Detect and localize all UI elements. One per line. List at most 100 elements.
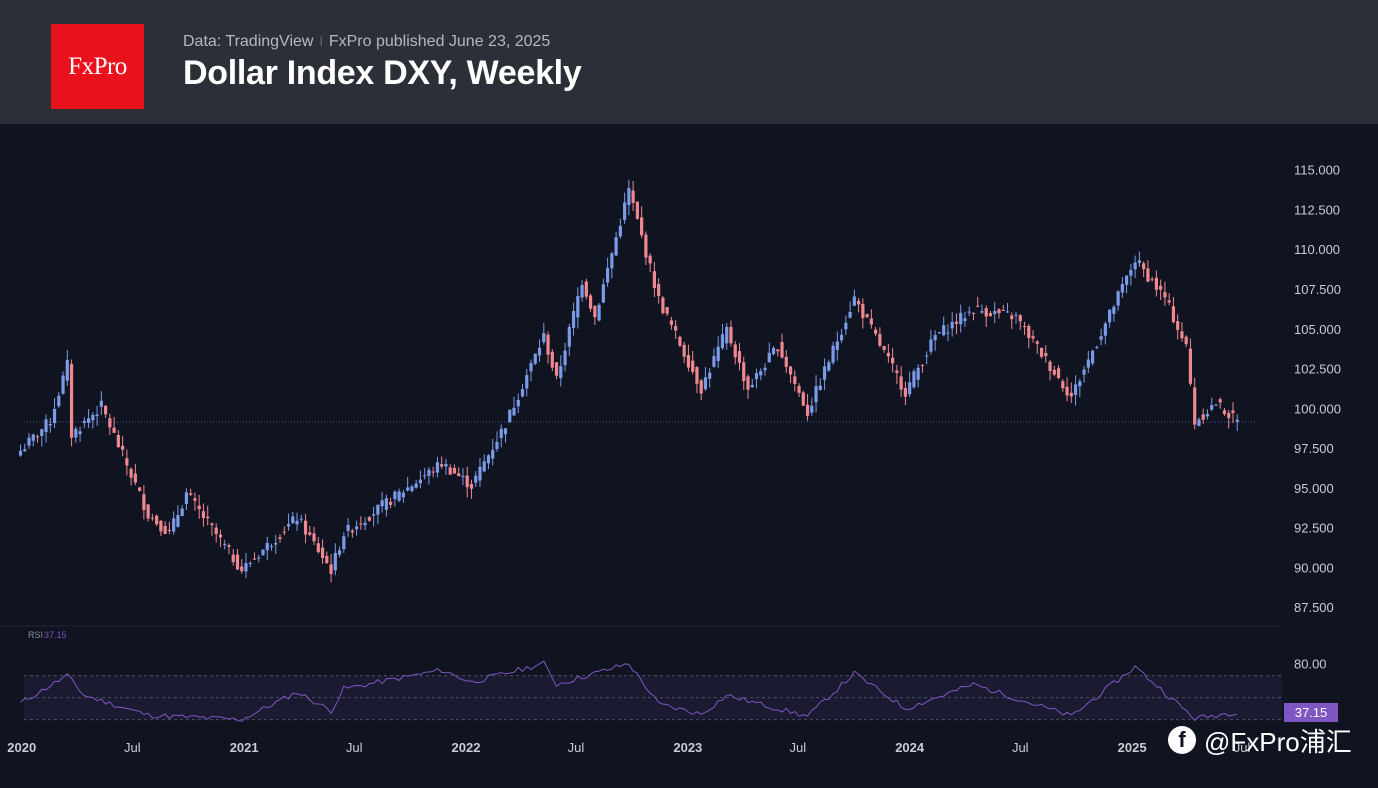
candle <box>716 336 720 369</box>
candle-body <box>155 515 159 525</box>
candle <box>159 519 163 536</box>
candle-body <box>40 429 44 436</box>
candle <box>320 539 325 564</box>
candle <box>712 348 716 368</box>
candle-body <box>363 522 367 526</box>
candle-body <box>44 419 48 433</box>
candle-body <box>848 311 852 318</box>
candle <box>699 379 703 401</box>
candle-body <box>780 342 784 358</box>
price-tick-label: 110.000 <box>1294 242 1340 257</box>
candle-body <box>525 375 529 389</box>
candle-body <box>661 297 665 314</box>
candle-body <box>180 508 184 516</box>
candle <box>184 488 189 511</box>
candle-body <box>822 366 827 380</box>
candle <box>640 206 644 239</box>
candle-body <box>227 545 231 547</box>
candle <box>771 346 776 356</box>
candle-body <box>397 491 401 501</box>
candle <box>618 218 622 239</box>
candle-body <box>184 492 189 505</box>
candle-body <box>1014 314 1018 316</box>
candle-body <box>733 344 737 358</box>
candle <box>750 378 754 389</box>
candle <box>1010 312 1014 329</box>
candle <box>372 506 376 527</box>
candle-body <box>1035 341 1039 344</box>
candle <box>767 342 771 363</box>
candle <box>686 344 691 372</box>
candle-body <box>627 187 631 206</box>
price-chart: RSI 37.15 115.000112.500110.000107.500105… <box>0 124 1378 788</box>
candle <box>478 457 482 487</box>
candle <box>1137 251 1141 268</box>
candle <box>427 466 431 485</box>
candle-body <box>708 372 712 379</box>
candle-body <box>423 475 427 477</box>
candle <box>359 516 363 530</box>
candle-body <box>533 353 537 364</box>
candle <box>248 561 252 568</box>
candle <box>452 464 457 474</box>
candle-body <box>1022 326 1027 328</box>
candle-body <box>35 436 40 438</box>
candle-body <box>720 334 725 348</box>
candle-body <box>920 364 925 366</box>
candle <box>1073 375 1078 406</box>
candle <box>1133 255 1137 278</box>
candle <box>95 405 99 426</box>
candle-body <box>444 463 448 467</box>
candle <box>657 278 661 304</box>
candle-body <box>486 455 491 464</box>
candle <box>172 511 176 535</box>
candle-body <box>588 295 593 309</box>
candle-body <box>1188 348 1193 384</box>
candle <box>23 443 27 452</box>
candle <box>1116 290 1120 311</box>
candle-body <box>925 355 929 357</box>
candle <box>903 381 908 406</box>
candle <box>805 394 810 421</box>
candle-body <box>754 373 759 380</box>
candle <box>563 342 567 372</box>
candle-body <box>678 336 682 346</box>
candle <box>529 359 533 382</box>
candle-body <box>869 318 873 325</box>
candle-body <box>691 360 695 372</box>
candle-body <box>1231 410 1235 413</box>
candle <box>218 529 223 548</box>
candle-body <box>827 362 831 371</box>
candle-body <box>31 434 35 441</box>
candle <box>444 458 448 475</box>
candle-body <box>963 318 967 321</box>
candle <box>1022 321 1027 335</box>
candle-body <box>648 255 652 264</box>
candle-body <box>865 314 869 318</box>
candle <box>848 301 852 319</box>
candle-body <box>993 311 997 315</box>
candle <box>835 331 839 361</box>
candle <box>776 349 780 357</box>
candle <box>69 359 74 447</box>
candle <box>265 536 269 561</box>
candle-body <box>771 347 776 355</box>
candle <box>316 536 320 554</box>
candle-body <box>1171 306 1176 323</box>
candle <box>176 505 180 528</box>
candle-body <box>448 467 452 475</box>
candle-body <box>593 306 597 318</box>
candle <box>865 313 869 319</box>
candle-body <box>189 493 193 495</box>
candle-body <box>942 325 946 336</box>
candle <box>333 543 337 576</box>
candle <box>631 180 635 212</box>
candle <box>725 323 729 350</box>
candle-body <box>1061 381 1065 389</box>
candle-body <box>482 461 486 472</box>
candle-body <box>1154 277 1159 290</box>
candle <box>1159 279 1163 300</box>
candle-body <box>635 201 639 219</box>
price-tick-label: 105.000 <box>1294 322 1341 337</box>
candle <box>512 396 516 416</box>
